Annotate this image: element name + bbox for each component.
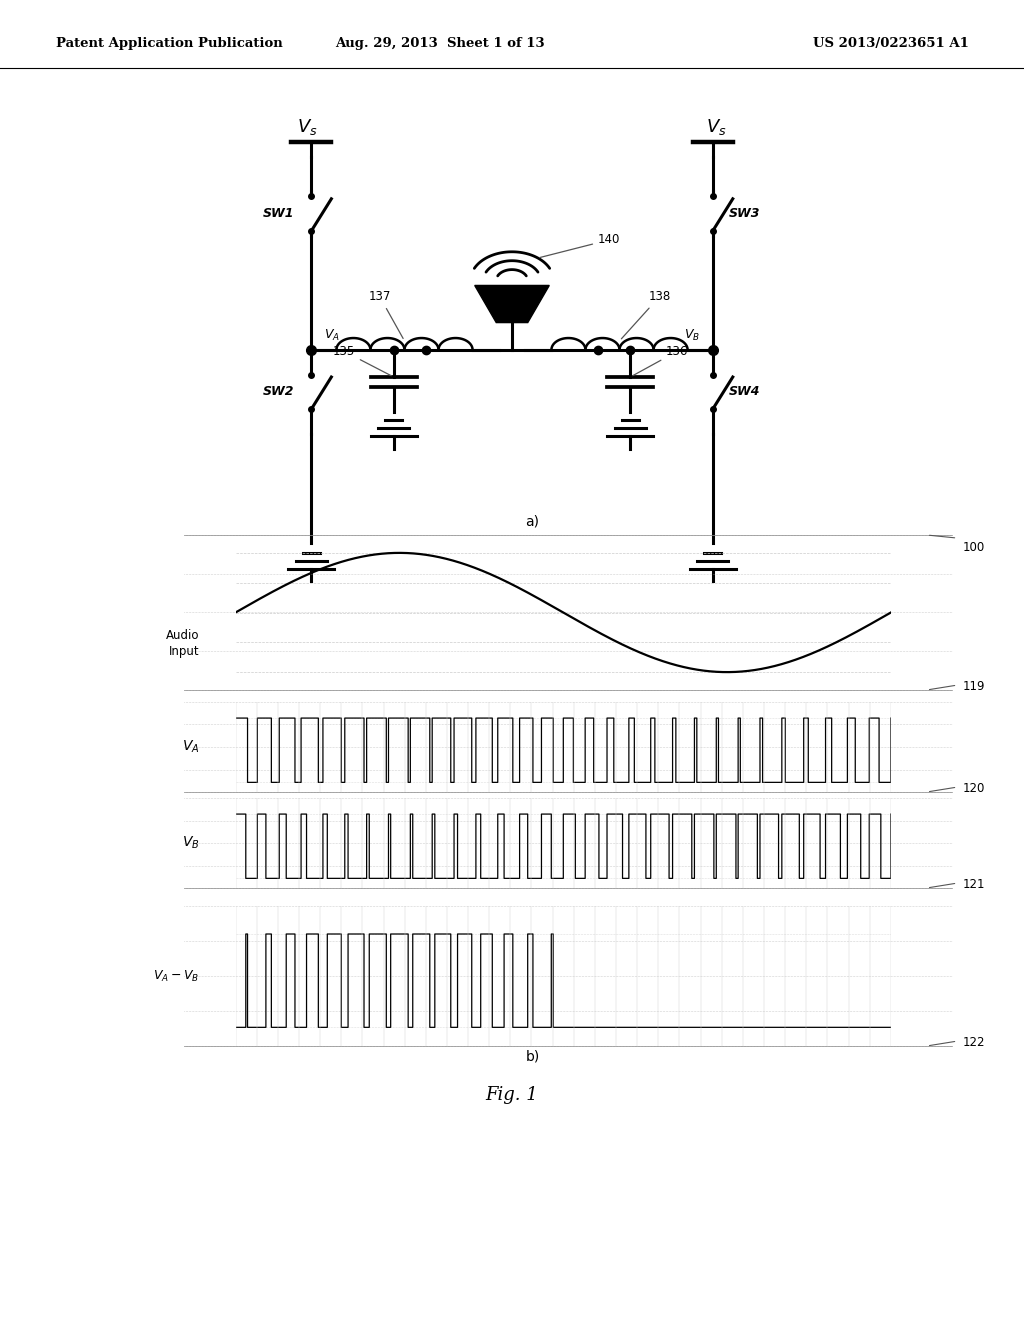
Text: a): a) [525,515,540,529]
Text: SW3: SW3 [729,207,761,220]
Text: 121: 121 [963,878,985,891]
Text: US 2013/0223651 A1: US 2013/0223651 A1 [813,37,969,50]
Text: $V_B$: $V_B$ [684,329,699,343]
Text: 135: 135 [333,345,391,376]
Text: SW4: SW4 [729,385,761,399]
Text: 138: 138 [622,290,671,339]
Text: 140: 140 [540,234,621,257]
Text: SW2: SW2 [263,385,295,399]
Text: 119: 119 [963,680,985,693]
Text: $V_A$: $V_A$ [325,329,340,343]
Text: $V_A$: $V_A$ [182,739,200,755]
Text: $V_s$: $V_s$ [706,117,727,137]
Text: $V_A - V_B$: $V_A - V_B$ [154,969,200,983]
Text: Audio
Input: Audio Input [166,630,200,657]
Text: 120: 120 [963,783,985,796]
Text: $V_B$: $V_B$ [182,834,200,851]
Text: 136: 136 [633,345,688,376]
Text: b): b) [525,1049,540,1063]
Text: Aug. 29, 2013  Sheet 1 of 13: Aug. 29, 2013 Sheet 1 of 13 [336,37,545,50]
Text: $V_s$: $V_s$ [297,117,318,137]
Text: 122: 122 [963,1036,985,1049]
Text: Fig. 1: Fig. 1 [485,1086,539,1105]
Text: Patent Application Publication: Patent Application Publication [56,37,283,50]
Polygon shape [475,285,549,322]
Text: SW1: SW1 [263,207,295,220]
Text: 100: 100 [963,541,985,554]
Text: 137: 137 [369,290,403,338]
